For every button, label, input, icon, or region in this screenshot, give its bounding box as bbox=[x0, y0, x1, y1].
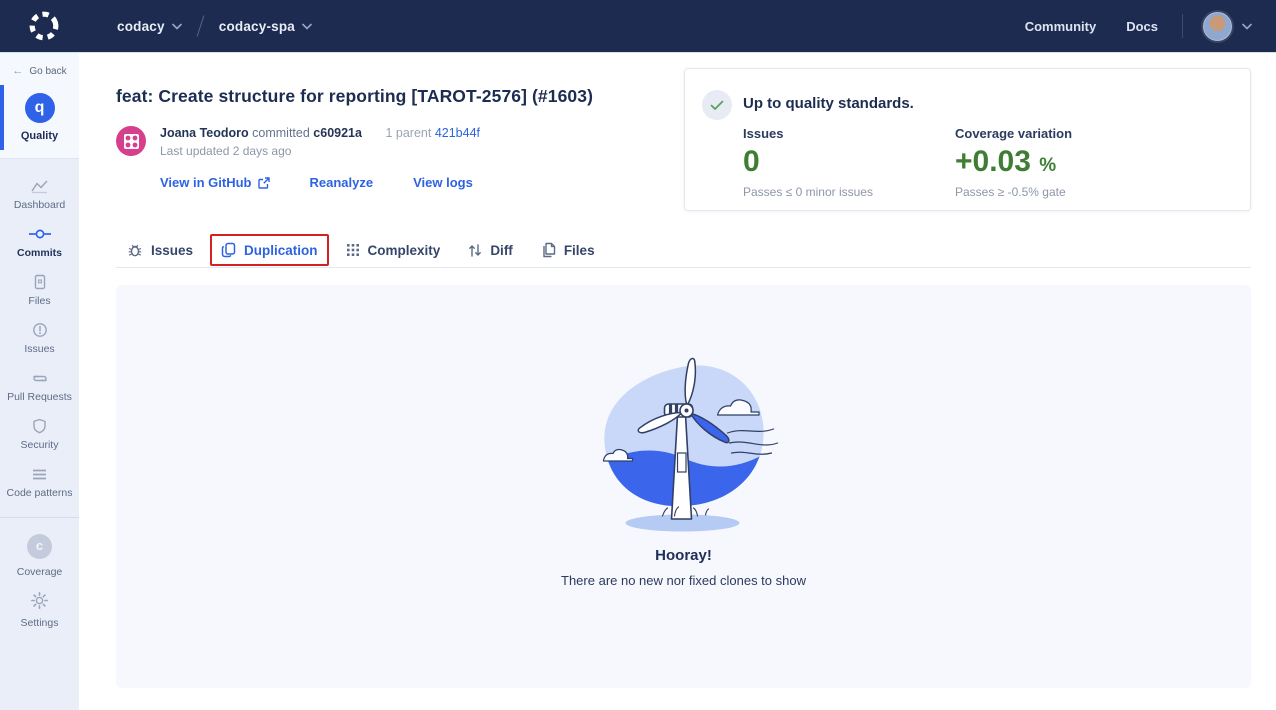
quality-standards-card: Up to quality standards. Issues 0 Passes… bbox=[684, 68, 1251, 211]
main-content: feat: Create structure for reporting [TA… bbox=[79, 53, 1276, 710]
commit-title: feat: Create structure for reporting [TA… bbox=[116, 86, 594, 106]
repo-name: codacy-spa bbox=[218, 18, 296, 34]
community-link[interactable]: Community bbox=[1024, 18, 1097, 34]
duplication-empty-panel: Hooray! There are no new nor fixed clone… bbox=[116, 285, 1251, 688]
empty-state-title: Hooray! bbox=[655, 547, 712, 564]
quality-label: Quality bbox=[20, 130, 59, 142]
breadcrumb-slash bbox=[196, 15, 205, 37]
commit-tabs: Issues Duplication Complexity bbox=[116, 234, 612, 266]
chevron-down-icon bbox=[302, 23, 312, 30]
sidebar-item-dashboard[interactable]: Dashboard bbox=[0, 172, 79, 220]
chevron-down-icon[interactable] bbox=[1242, 23, 1252, 30]
diff-arrows-icon bbox=[469, 243, 482, 257]
quality-product-icon: q bbox=[24, 93, 55, 123]
tab-diff[interactable]: Diff bbox=[457, 235, 524, 266]
coverage-gate-label: Coverage variation bbox=[955, 126, 1073, 141]
sidebar-item-issues[interactable]: Issues bbox=[0, 316, 79, 364]
coverage-icon: c bbox=[0, 533, 79, 559]
user-avatar[interactable] bbox=[1203, 11, 1232, 41]
issues-gate-label: Issues bbox=[743, 126, 784, 141]
issues-icon bbox=[0, 321, 79, 339]
navbar-divider bbox=[1182, 14, 1183, 38]
codacy-logo[interactable] bbox=[27, 9, 61, 43]
sidebar-item-security[interactable]: Security bbox=[0, 412, 79, 460]
quality-check-icon bbox=[702, 90, 732, 120]
tabs-divider bbox=[116, 267, 1251, 268]
wind-turbine-illustration bbox=[602, 357, 779, 532]
sidebar-nav: Dashboard Commits Files Issues Pull Requ… bbox=[0, 159, 79, 508]
sidebar-item-pull-requests[interactable]: Pull Requests bbox=[0, 364, 79, 412]
code-patterns-list-icon bbox=[0, 465, 79, 483]
security-shield-icon bbox=[0, 417, 79, 435]
issues-gate: Issues 0 Passes ≤ 0 minor issues bbox=[743, 126, 955, 199]
last-updated: Last updated 2 days ago bbox=[160, 144, 292, 158]
commit-sha: c60921a bbox=[313, 126, 362, 140]
sidebar-divider bbox=[0, 517, 79, 518]
sidebar-item-files[interactable]: Files bbox=[0, 268, 79, 316]
committer-name: Joana Teodoro bbox=[160, 126, 249, 140]
view-logs-link[interactable]: View logs bbox=[413, 175, 473, 190]
go-back-label: Go back bbox=[29, 65, 67, 77]
pull-requests-icon bbox=[0, 369, 79, 387]
duplication-icon bbox=[221, 242, 236, 258]
committer-avatar bbox=[116, 126, 146, 156]
commit-actions: View in GitHub Reanalyze View logs bbox=[160, 175, 676, 190]
repo-selector[interactable]: codacy-spa bbox=[219, 19, 312, 34]
commit-header: feat: Create structure for reporting [TA… bbox=[116, 86, 676, 190]
top-navbar: codacy codacy-spa Community Docs bbox=[0, 0, 1276, 53]
issues-gate-value: 0 bbox=[743, 145, 760, 178]
files-icon bbox=[0, 273, 79, 291]
tab-files[interactable]: Files bbox=[530, 234, 606, 266]
org-name: codacy bbox=[117, 18, 165, 34]
external-link-icon bbox=[257, 176, 270, 189]
chevron-down-icon bbox=[171, 23, 182, 30]
reanalyze-button[interactable]: Reanalyze bbox=[309, 175, 374, 190]
issues-gate-note: Passes ≤ 0 minor issues bbox=[743, 184, 873, 199]
settings-gear-icon bbox=[0, 589, 79, 611]
back-arrow-icon: ← bbox=[12, 65, 24, 77]
sidebar-item-code-patterns[interactable]: Code patterns bbox=[0, 460, 79, 508]
go-back-button[interactable]: ← Go back bbox=[0, 65, 79, 77]
sidebar-item-coverage[interactable]: c Coverage bbox=[0, 528, 79, 584]
quality-card-title: Up to quality standards. bbox=[743, 95, 914, 112]
empty-state-message: There are no new nor fixed clones to sho… bbox=[561, 573, 806, 588]
coverage-gate-note: Passes ≥ -0.5% gate bbox=[955, 184, 1066, 199]
coverage-gate: Coverage variation +0.03 % Passes ≥ -0.5… bbox=[955, 126, 1167, 199]
parent-label: 1 parent bbox=[385, 126, 432, 140]
sidebar-item-settings[interactable]: Settings bbox=[0, 584, 79, 640]
parent-sha-link[interactable]: 421b44f bbox=[434, 126, 480, 140]
sidebar-item-commits[interactable]: Commits bbox=[0, 220, 79, 268]
docs-link[interactable]: Docs bbox=[1126, 18, 1158, 34]
sidebar-product-section: ← Go back q Quality bbox=[0, 53, 79, 159]
sidebar: ← Go back q Quality Dashboard Commits Fi… bbox=[0, 53, 79, 710]
org-selector[interactable]: codacy bbox=[117, 19, 182, 34]
complexity-grid-icon bbox=[346, 244, 359, 256]
commits-icon bbox=[0, 225, 79, 243]
dashboard-icon bbox=[0, 177, 79, 195]
tab-duplication[interactable]: Duplication bbox=[210, 234, 329, 266]
empty-state: Hooray! There are no new nor fixed clone… bbox=[561, 355, 806, 588]
bug-icon bbox=[128, 244, 142, 257]
files-copy-icon bbox=[543, 242, 556, 258]
sidebar-item-quality[interactable]: q Quality bbox=[0, 85, 79, 150]
committed-label: committed bbox=[252, 126, 310, 140]
view-in-github-link[interactable]: View in GitHub bbox=[160, 175, 270, 190]
navbar-right: Community Docs bbox=[1024, 11, 1252, 41]
tab-complexity[interactable]: Complexity bbox=[335, 235, 452, 266]
commit-meta-line: Joana Teodoro committed c60921a 1 parent… bbox=[160, 126, 480, 140]
tab-issues[interactable]: Issues bbox=[116, 234, 204, 266]
coverage-gate-value: +0.03 % bbox=[955, 145, 1057, 178]
